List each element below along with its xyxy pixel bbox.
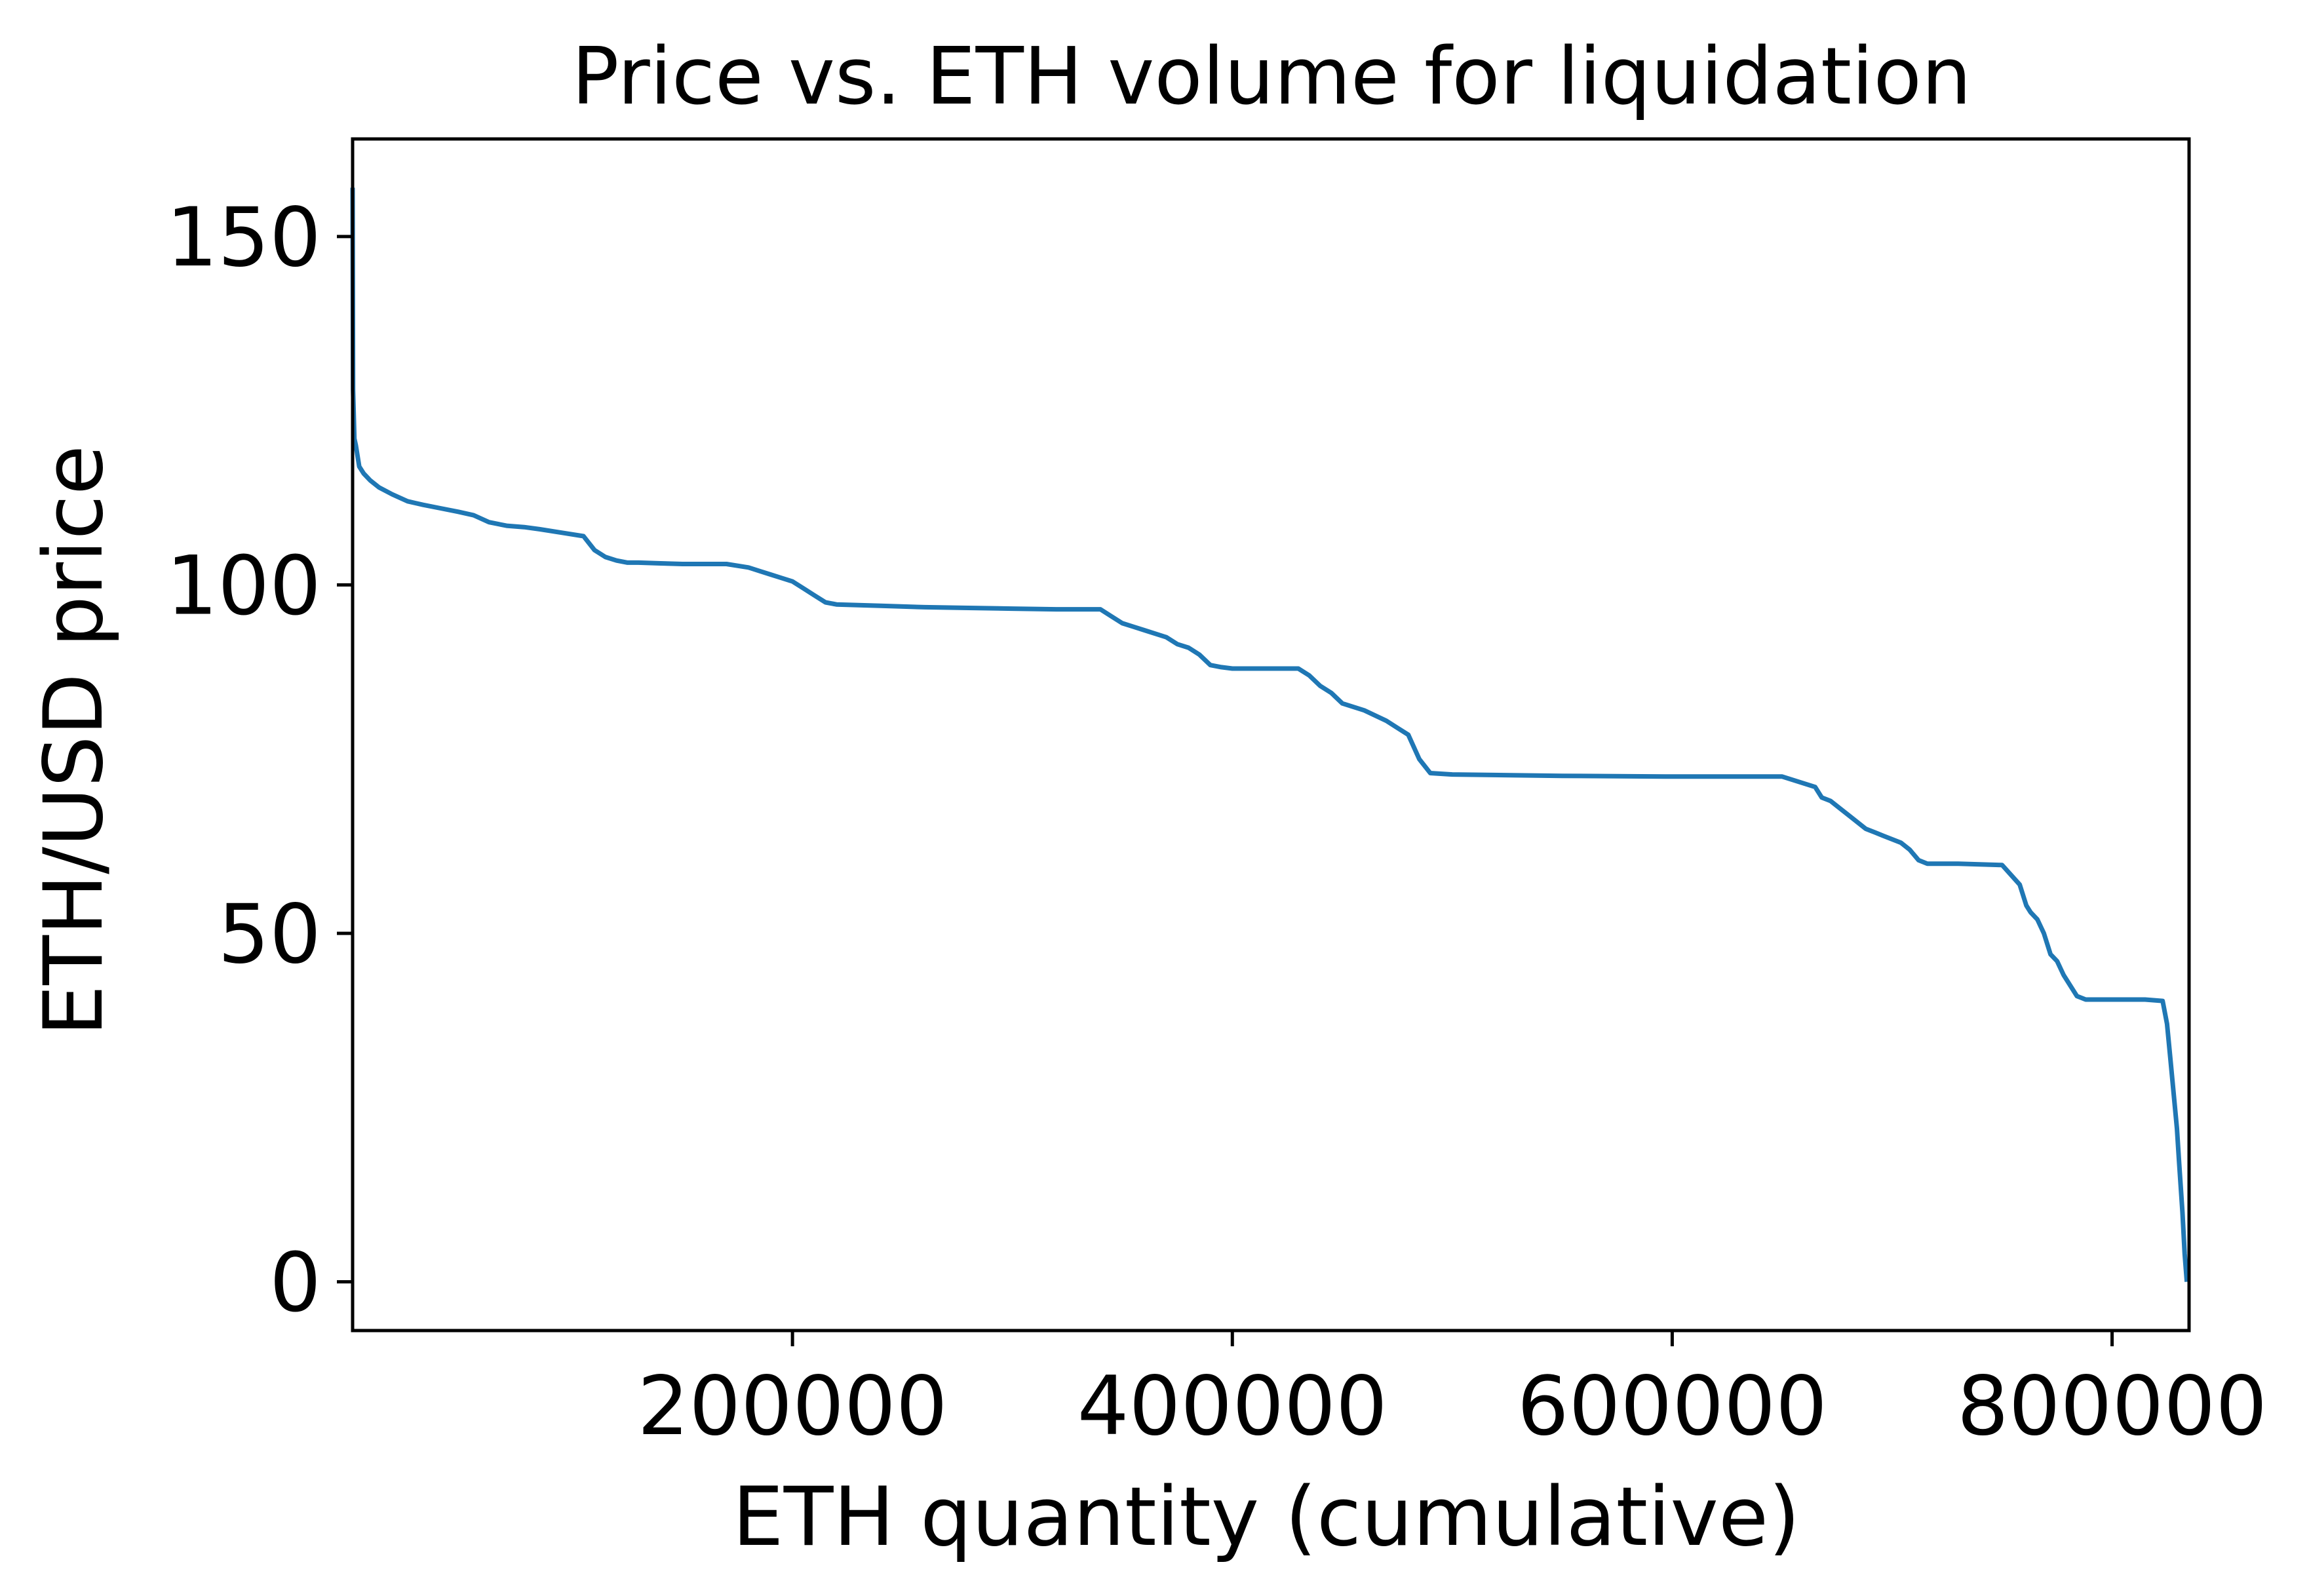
x-tick-label: 200000: [637, 1359, 947, 1454]
x-tick-label: 400000: [1077, 1359, 1387, 1454]
chart-title: Price vs. ETH volume for liquidation: [572, 31, 1971, 123]
series-line: [350, 187, 2190, 1282]
y-tick-label: 0: [269, 1236, 321, 1331]
x-tick-label: 800000: [1957, 1359, 2267, 1454]
x-axis-label: ETH quantity (cumulative): [732, 1470, 1800, 1565]
y-tick-label: 150: [166, 191, 321, 285]
y-tick-label: 50: [218, 887, 321, 982]
x-tick-label: 600000: [1517, 1359, 1827, 1454]
plot-area: [350, 137, 2191, 1333]
plot-frame: [351, 137, 2191, 1333]
y-axis-label: ETH/USD price: [27, 445, 121, 1036]
y-axis: 0 50 100 150: [166, 191, 353, 1331]
x-axis: 200000 400000 600000 800000: [637, 1331, 2267, 1454]
y-tick-label: 100: [166, 539, 321, 633]
